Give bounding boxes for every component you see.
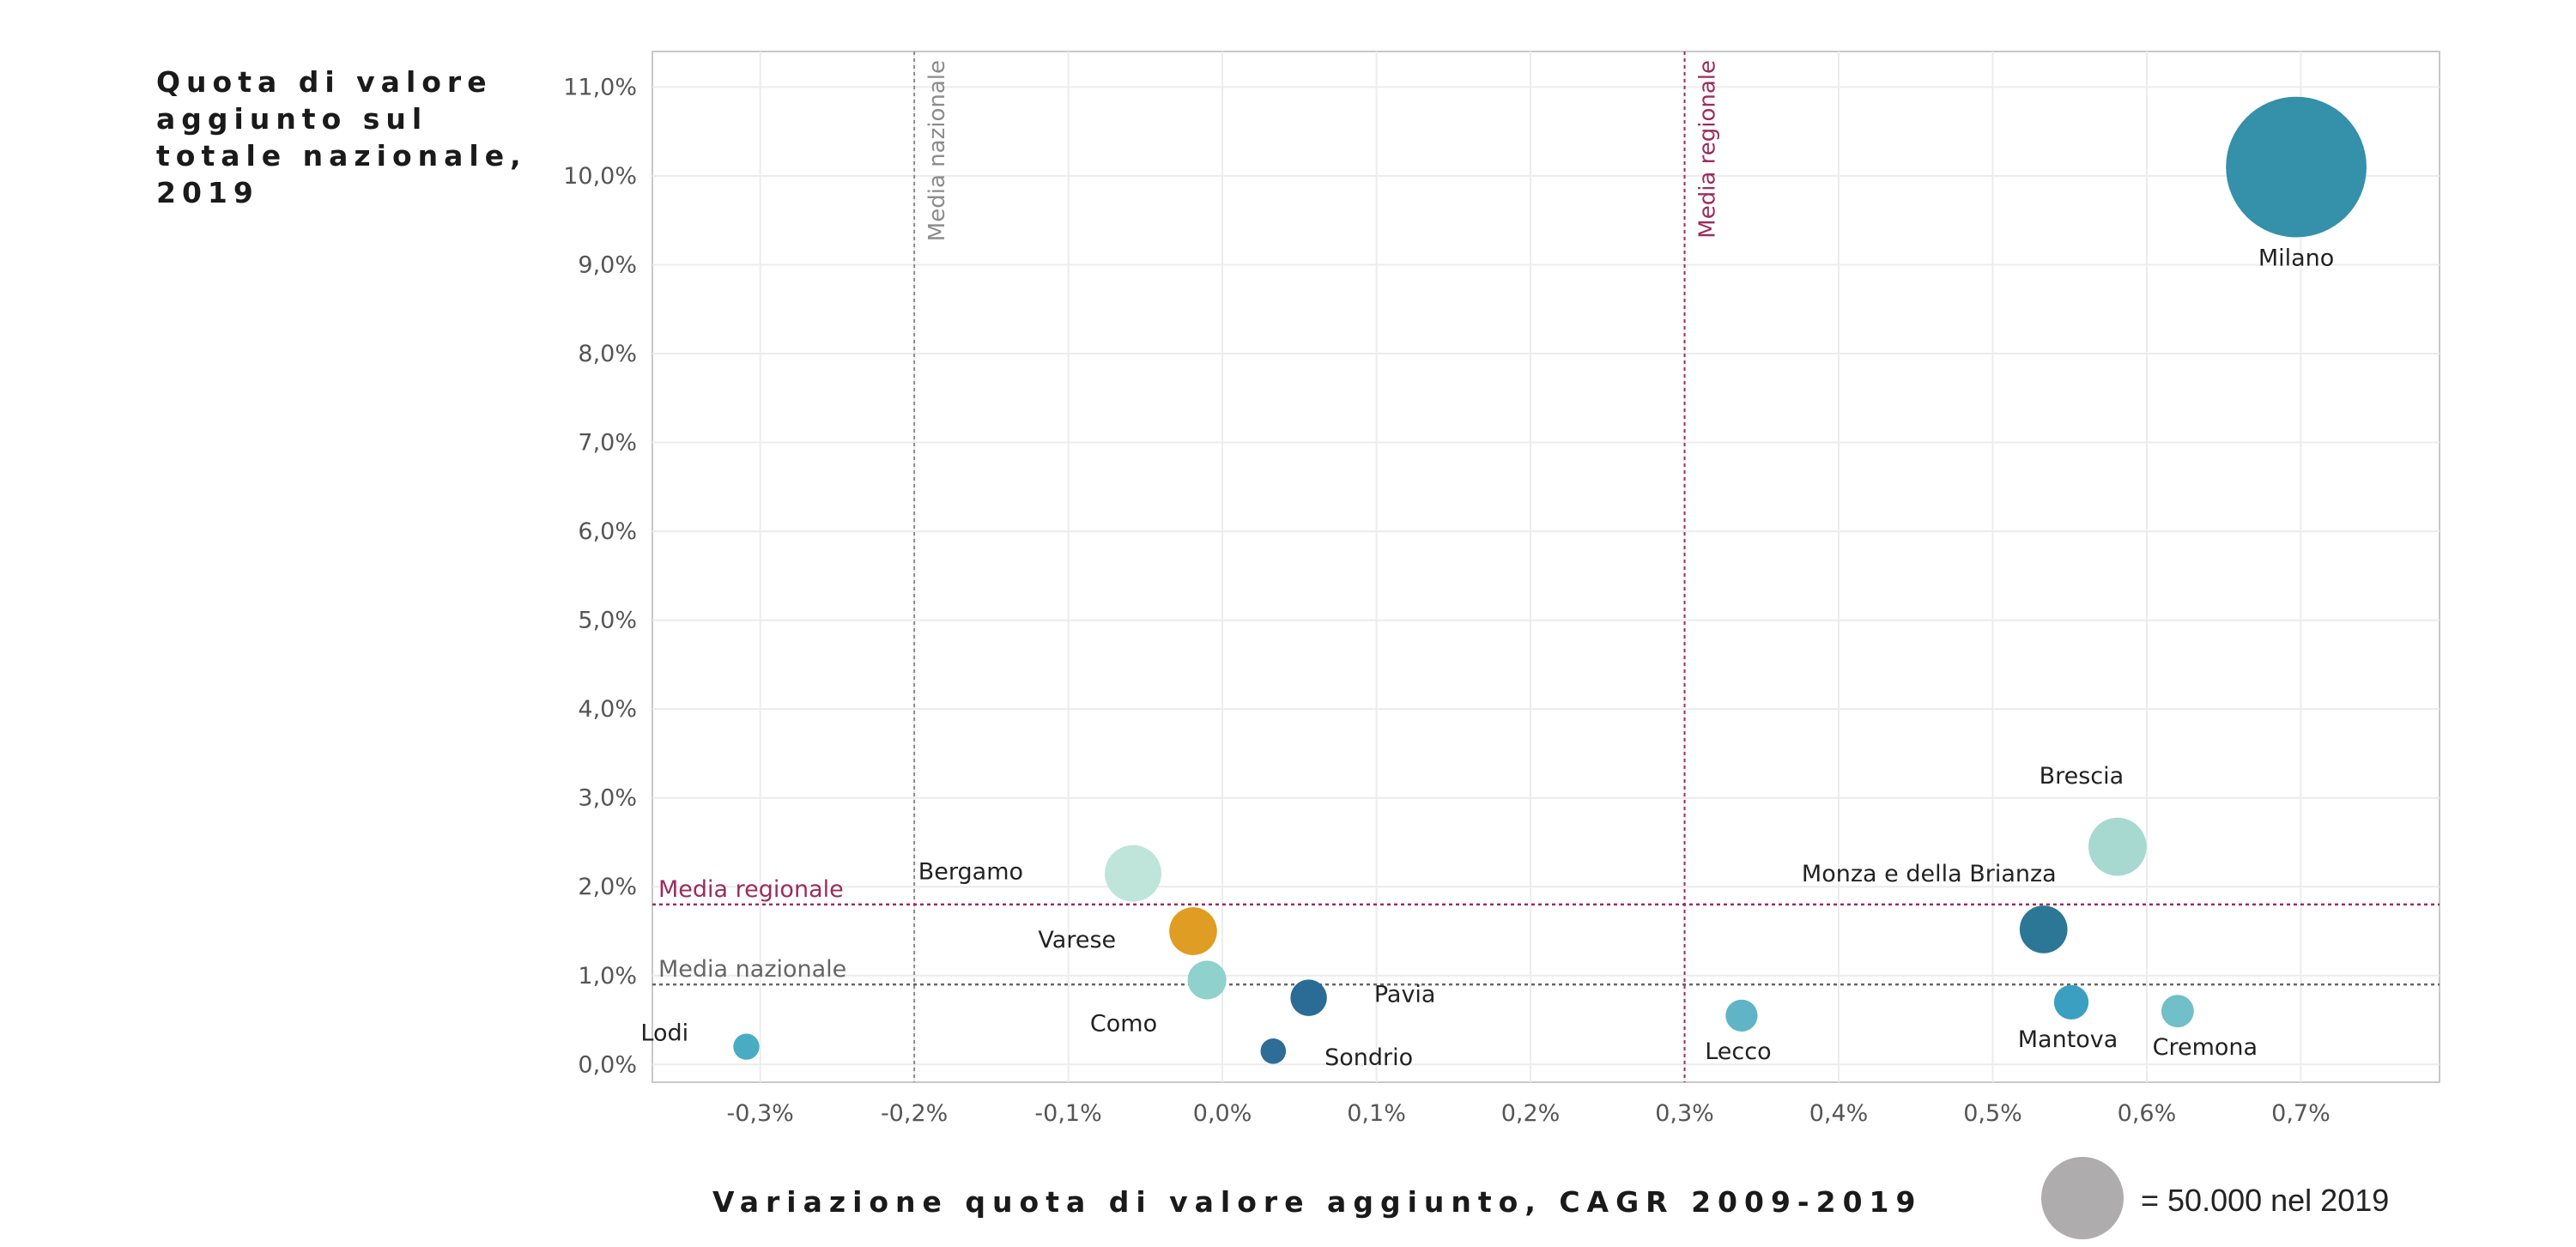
x-tick-label: 0,3% [1655,1100,1714,1127]
x-tick-label: 0,4% [1809,1100,1869,1127]
bubble-varese [1169,907,1217,955]
y-tick-label: 7,0% [578,430,637,457]
bubble-label: Sondrio [1324,1044,1413,1071]
bubble-label: Varese [1038,927,1116,953]
y-tick-label: 9,0% [578,251,637,278]
bubble-label: Pavia [1374,982,1436,1008]
bubble-label: Lecco [1705,1038,1771,1065]
bubble-como [1187,960,1227,1000]
bubble-mantova [2053,984,2089,1020]
bubble-bergamo [1105,844,1161,902]
y-tick-label: 2,0% [578,874,637,900]
y-tick-label: 11,0% [563,74,637,100]
y-tick-label: 4,0% [578,696,637,723]
bubble-label: Mantova [2018,1026,2118,1053]
x-tick-label: 0,6% [2118,1100,2177,1127]
x-tick-label: -0,3% [726,1100,793,1127]
bubble-label: Como [1090,1010,1157,1037]
bubble-lecco [1725,999,1758,1032]
y-axis-title: Quota di valore aggiunto sul totale nazi… [156,65,527,209]
bubble-monza-e-della-brianza [2019,905,2068,953]
plot-frame [652,51,2440,1083]
x-axis-title: Variazione quota di valore aggiunto, CAG… [712,1185,1923,1219]
reference-line-label: Media regionale [658,876,844,903]
y-tick-label: 8,0% [578,341,637,367]
bubble-sondrio [1260,1038,1287,1064]
bubble-pavia [1290,979,1327,1016]
bubble-label: Lodi [640,1020,688,1047]
bubble-label: Milano [2258,245,2334,271]
y-tick-label: 5,0% [578,608,637,634]
bubble-label: Monza e della Brianza [1802,861,2057,887]
size-legend-circle [2041,1157,2124,1239]
y-tick-label: 10,0% [563,163,637,190]
bubble-brescia [2088,817,2147,876]
x-tick-label: 0,2% [1501,1100,1561,1127]
y-tick-label: 6,0% [578,518,637,545]
bubble-lodi [733,1033,760,1060]
y-tick-label: 1,0% [578,963,637,990]
x-tick-label: 0,0% [1193,1100,1252,1127]
reference-line-label: Media regionale [1695,60,1721,239]
y-tick-label: 3,0% [578,785,637,812]
x-tick-label: 0,1% [1347,1100,1406,1127]
bubble-label: Bergamo [918,859,1023,886]
x-tick-label: 0,7% [2271,1100,2331,1127]
x-tick-label: -0,1% [1034,1100,1101,1127]
reference-line-label: Media nazionale [924,60,950,241]
bubble-milano [2226,96,2367,238]
size-legend: = 50.000 nel 2019 [2041,1157,2556,1243]
bubble-label: Brescia [2040,763,2124,790]
size-legend-label: = 50.000 nel 2019 [2141,1183,2390,1218]
y-tick-label: 0,0% [578,1051,637,1078]
reference-line-label: Media nazionale [658,956,846,983]
bubble-label: Cremona [2153,1034,2258,1061]
x-tick-label: -0,2% [881,1100,948,1127]
x-tick-label: 0,5% [1963,1100,2022,1127]
bubble-cremona [2161,995,2194,1028]
